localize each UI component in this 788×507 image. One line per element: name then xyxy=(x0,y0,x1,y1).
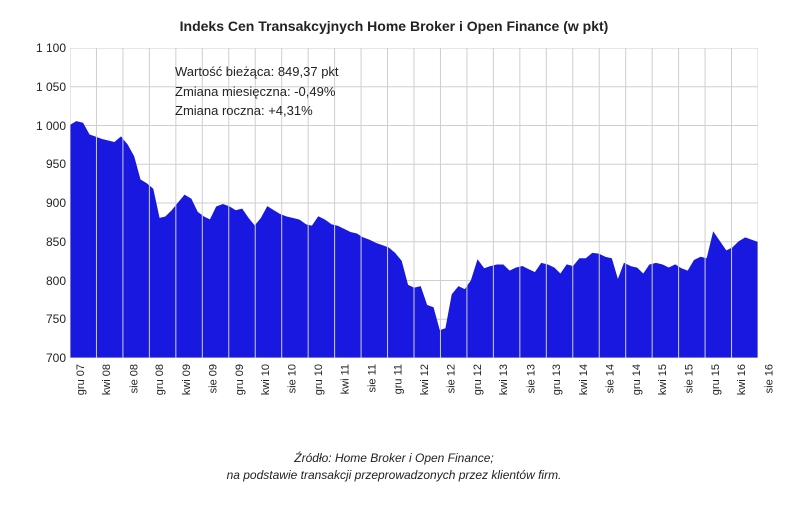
chart-svg xyxy=(70,48,758,358)
x-tick-label: sie 14 xyxy=(604,364,616,393)
y-tick-label: 800 xyxy=(46,274,66,288)
x-tick-label: gru 15 xyxy=(710,364,722,395)
y-tick-label: 1 000 xyxy=(36,119,66,133)
x-tick-label: gru 14 xyxy=(631,364,643,395)
source-line-2: na podstawie transakcji przeprowadzonych… xyxy=(0,467,788,484)
source-note: Źródło: Home Broker i Open Finance; na p… xyxy=(0,450,788,484)
y-axis-labels: 7007508008509009501 0001 0501 100 xyxy=(0,48,70,358)
x-tick-label: kwi 14 xyxy=(578,364,590,395)
x-tick-label: sie 09 xyxy=(207,364,219,393)
x-tick-label: sie 11 xyxy=(366,364,378,393)
chart-container: Indeks Cen Transakcyjnych Home Broker i … xyxy=(0,0,788,507)
x-tick-label: gru 08 xyxy=(154,364,166,395)
x-axis-labels: gru 07 kwi 08 sie 08 gru 08 kwi 09 sie 09 gru … xyxy=(70,362,758,432)
x-tick-label: sie 16 xyxy=(763,364,775,393)
x-tick-label: kwi 12 xyxy=(419,364,431,395)
x-tick-label: gru 12 xyxy=(472,364,484,395)
annotation-monthly-change: Zmiana miesięczna: -0,49% xyxy=(175,82,339,102)
source-line-1: Źródło: Home Broker i Open Finance; xyxy=(0,450,788,467)
x-tick-label: gru 07 xyxy=(75,364,87,395)
y-tick-label: 750 xyxy=(46,312,66,326)
x-tick-label: kwi 15 xyxy=(657,364,669,395)
x-tick-label: kwi 10 xyxy=(260,364,272,395)
y-tick-label: 950 xyxy=(46,157,66,171)
x-tick-label: kwi 11 xyxy=(340,364,352,394)
x-tick-label: kwi 08 xyxy=(101,364,113,395)
annotation-current-value: Wartość bieżąca: 849,37 pkt xyxy=(175,62,339,82)
x-tick-label: sie 13 xyxy=(525,364,537,393)
y-tick-label: 1 050 xyxy=(36,80,66,94)
x-tick-label: gru 10 xyxy=(313,364,325,395)
y-tick-label: 850 xyxy=(46,235,66,249)
chart-annotation: Wartość bieżąca: 849,37 pkt Zmiana miesi… xyxy=(175,62,339,121)
x-tick-label: gru 09 xyxy=(234,364,246,395)
y-tick-label: 700 xyxy=(46,351,66,365)
plot-area xyxy=(70,48,758,358)
x-tick-label: sie 10 xyxy=(287,364,299,393)
x-tick-label: gru 13 xyxy=(551,364,563,395)
x-tick-label: sie 08 xyxy=(128,364,140,393)
x-tick-label: kwi 13 xyxy=(498,364,510,395)
x-tick-label: gru 11 xyxy=(393,364,405,394)
x-tick-label: sie 15 xyxy=(684,364,696,393)
annotation-annual-change: Zmiana roczna: +4,31% xyxy=(175,101,339,121)
y-tick-label: 900 xyxy=(46,196,66,210)
chart-title: Indeks Cen Transakcyjnych Home Broker i … xyxy=(0,18,788,34)
y-tick-label: 1 100 xyxy=(36,41,66,55)
x-tick-label: sie 12 xyxy=(445,364,457,393)
x-tick-label: kwi 16 xyxy=(737,364,749,395)
x-tick-label: kwi 09 xyxy=(181,364,193,395)
